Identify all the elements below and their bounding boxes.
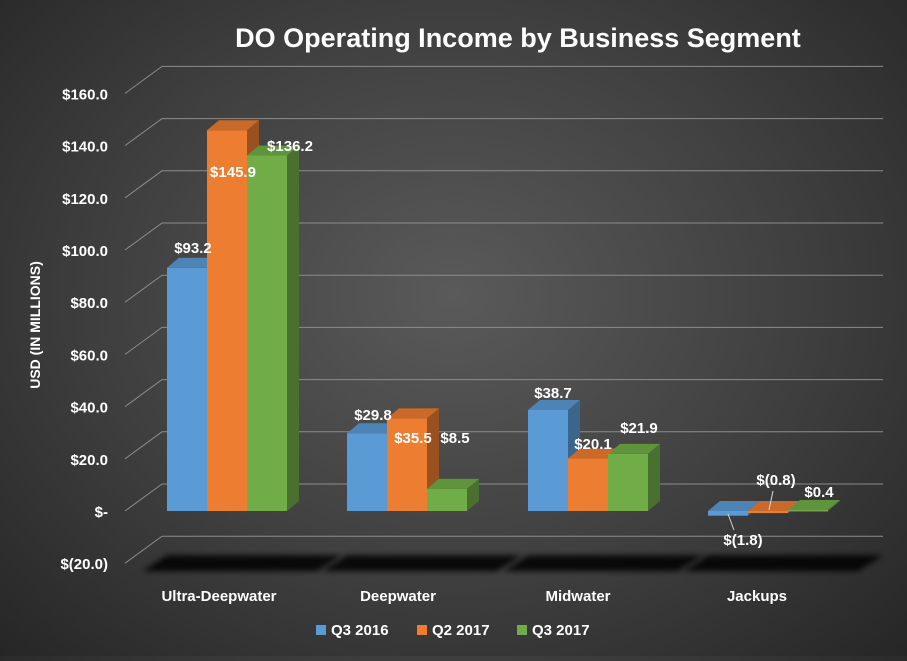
leader-line bbox=[768, 490, 774, 511]
legend: Q3 2016 Q2 2017 Q3 2017 bbox=[316, 622, 590, 639]
legend-item: Q2 2017 bbox=[417, 622, 490, 639]
legend-label: Q3 2017 bbox=[532, 622, 590, 639]
data-label: $21.9 bbox=[620, 420, 658, 437]
y-tick-label: $60.0 bbox=[70, 347, 108, 364]
floor-shadow bbox=[142, 555, 883, 572]
legend-item: Q3 2017 bbox=[517, 622, 590, 639]
y-tick-label: $160.0 bbox=[62, 86, 108, 103]
legend-swatch bbox=[316, 625, 326, 635]
x-tick-label: Midwater bbox=[545, 588, 610, 605]
gridlines bbox=[124, 65, 883, 564]
y-axis-label: USD (IN MILLIONS) bbox=[27, 261, 43, 389]
legend-label: Q3 2016 bbox=[331, 622, 389, 639]
bar-q3-2017-ultra-deepwater bbox=[247, 145, 299, 511]
data-labels: $93.2 $145.9 $136.2 $29.8$35.5 $8.5 $38.7 $20.… bbox=[174, 138, 834, 549]
data-label: $145.9 bbox=[210, 164, 256, 181]
y-tick-label: $20.0 bbox=[70, 452, 108, 469]
y-tick-label: $40.0 bbox=[70, 400, 108, 417]
floor-shadow-band bbox=[142, 555, 342, 572]
leader-line bbox=[727, 513, 735, 531]
y-tick-label: $140.0 bbox=[62, 139, 108, 156]
data-label: $8.5 bbox=[440, 430, 469, 447]
bar-q2-2017-midwater bbox=[568, 448, 620, 511]
gridline bbox=[124, 535, 883, 564]
data-label: $38.7 bbox=[534, 385, 572, 402]
x-axis-ticks: Ultra-Deepwater Deepwater Midwater Jackups bbox=[161, 588, 787, 605]
legend-item: Q3 2016 bbox=[316, 622, 389, 639]
gridline bbox=[124, 274, 883, 303]
y-tick-label: $80.0 bbox=[70, 295, 108, 312]
x-tick-label: Deepwater bbox=[360, 588, 436, 605]
floor-shadow-band bbox=[322, 555, 522, 572]
legend-swatch bbox=[517, 625, 527, 635]
legend-swatch bbox=[417, 625, 427, 635]
y-tick-label: $(20.0) bbox=[60, 556, 108, 573]
gridline bbox=[124, 431, 883, 460]
data-label: $0.4 bbox=[804, 484, 834, 501]
gridline bbox=[124, 326, 883, 355]
chart-title: DO Operating Income by Business Segment bbox=[235, 23, 801, 53]
y-tick-label: $120.0 bbox=[62, 191, 108, 208]
data-label: $20.1 bbox=[574, 436, 612, 453]
gridline bbox=[124, 222, 883, 251]
gridline bbox=[124, 170, 883, 199]
data-label: $136.2 bbox=[267, 138, 313, 155]
x-tick-label: Ultra-Deepwater bbox=[161, 588, 276, 605]
y-tick-label: $100.0 bbox=[62, 243, 108, 260]
floor-shadow-band bbox=[503, 555, 703, 572]
x-tick-label: Jackups bbox=[727, 588, 787, 605]
legend-label: Q2 2017 bbox=[432, 622, 490, 639]
data-label: $29.8 bbox=[354, 407, 392, 424]
floor-shadow-band bbox=[683, 555, 883, 572]
gridline bbox=[124, 379, 883, 408]
bar-q3-2017-jackups bbox=[788, 499, 840, 512]
data-label: $(1.8) bbox=[723, 532, 762, 549]
bar-q3-2017-deepwater bbox=[427, 478, 479, 511]
y-tick-label: $- bbox=[95, 504, 108, 521]
data-label: $(0.8) bbox=[756, 472, 795, 489]
data-label: $35.5 bbox=[394, 430, 432, 447]
data-label: $93.2 bbox=[174, 240, 212, 257]
gridline bbox=[124, 118, 883, 147]
y-axis-ticks: $160.0 $140.0 $120.0 $100.0 $80.0 $60.0 $40.0 $… bbox=[60, 86, 108, 573]
bars bbox=[167, 120, 840, 516]
gridline bbox=[124, 65, 883, 94]
bar-q3-2017-midwater bbox=[608, 443, 660, 511]
